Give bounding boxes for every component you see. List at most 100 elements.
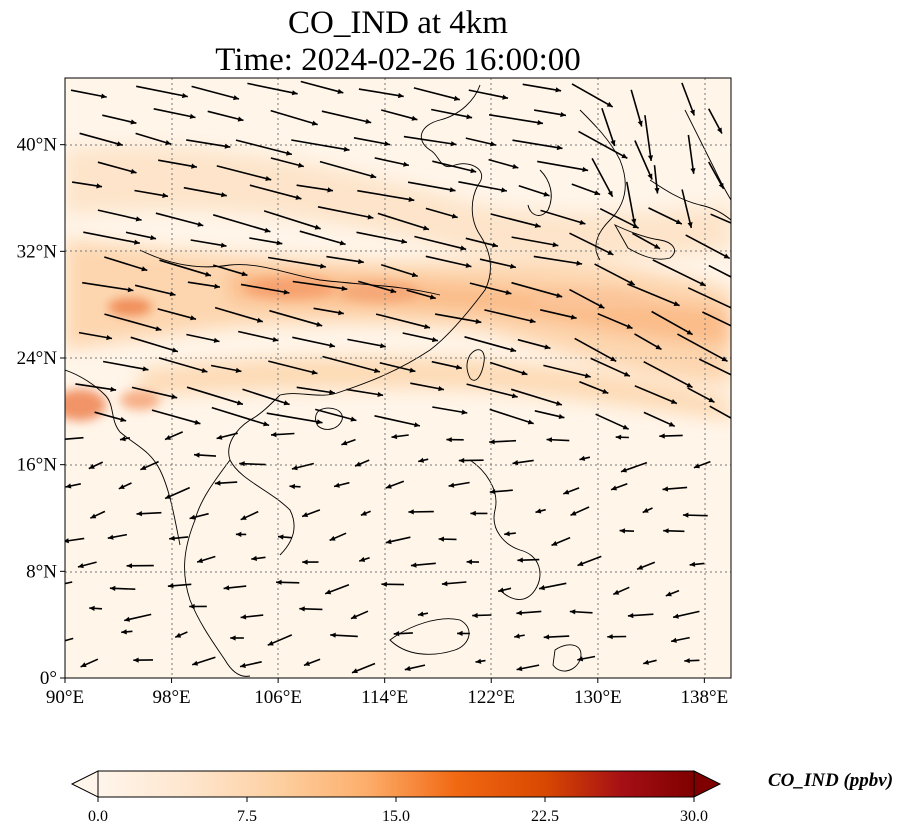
wind-vector-head [687,222,693,228]
wind-vector-shaft [266,412,323,424]
wind-vector-head [316,321,323,327]
wind-vector-head [670,399,677,404]
wind-vector-shaft [268,360,318,375]
wind-vector-shaft [134,189,169,198]
wind-vector-shaft [687,287,731,309]
wind-vector-head [584,373,591,379]
wind-vector-head [475,658,482,664]
wind-vector-head [414,422,420,428]
wind-vector-shaft [102,360,149,371]
wind-vector-head [659,433,665,439]
wind-vector-head [642,507,649,513]
wind-vector-head [136,511,142,517]
lat-tick-label: 24°N [17,348,58,369]
wind-vector-shaft [155,212,204,227]
wind-vector-head [498,587,504,593]
wind-vector-shaft [464,336,517,352]
wind-vector-head [162,192,168,198]
map-title: CO_IND at 4km [288,5,508,41]
wind-vector-head [167,583,174,589]
wind-vector-shaft [601,107,616,147]
wind-vector-head [334,482,340,488]
wind-vector-head [384,141,390,147]
wind-vector-head [194,452,200,458]
wind-vector-head [192,660,199,666]
wind-vector-head [537,120,543,126]
wind-vector-shaft [627,283,680,307]
wind-vector-head [240,614,247,620]
colorbar-gradient [97,770,695,798]
wind-vector-head [579,455,586,461]
wind-vector-head [516,666,523,672]
wind-vector-shaft [314,408,357,422]
wind-vector-head [289,483,295,490]
wind-vector-shaft [681,189,693,229]
wind-vector-shaft [211,406,270,427]
wind-vector-head [205,271,211,277]
wind-vector-head [446,437,452,443]
lat-tick-label: 40°N [17,135,58,156]
wind-vector-head [327,187,333,193]
wind-vector-head [746,283,752,288]
wind-vector-head [663,528,669,534]
wind-vector-shaft [242,388,290,406]
wind-vector-head [120,416,127,422]
wind-vector-head [197,221,204,227]
wind-vector-shaft [157,308,197,320]
wind-vector-head [355,461,361,467]
wind-vector-head [708,397,715,403]
wind-vector-shaft [540,209,586,225]
wind-vector-shaft [425,255,472,268]
wind-vector-shaft [380,109,418,121]
wind-vector-head [314,224,321,230]
wind-vector-head [622,424,629,430]
wind-vector-head [626,323,633,329]
wind-vector-shaft [82,281,134,292]
gridlines [65,78,731,678]
wind-vector-shaft [522,83,562,92]
wind-vector-head [121,629,127,635]
colorbar-extend-low [70,770,99,798]
wind-vector-head [560,112,566,118]
wind-vector-head [441,581,448,587]
wind-vector-shaft [322,355,381,373]
wind-vector-head [116,141,123,147]
wind-vector-head [492,242,498,248]
wind-vector-head [751,230,757,235]
wind-vector-head [501,187,507,193]
wind-vector-head [654,243,660,249]
wind-vector-head [276,579,282,585]
wind-vector-head [637,564,644,570]
wind-vector-head [214,283,220,289]
wind-vector-head [88,463,95,469]
wind-vector-head [283,400,290,406]
wind-vector-shaft [151,409,201,425]
colorbar-tick-label: 0.0 [88,808,108,825]
wind-vector-head [654,187,660,194]
wind-vector-head [165,140,172,145]
wind-vector-head [665,591,672,597]
lon-tick-label: 138°E [681,687,729,708]
wind-vector-shaft [374,415,421,427]
wind-vector-head [286,150,292,156]
wind-vector-head [510,263,516,269]
wind-vector-head [512,163,519,169]
wind-vector-head [577,656,584,662]
wind-vector-shaft [597,312,633,330]
wind-vector-head [329,389,335,395]
wind-vector-head [470,510,476,516]
wind-vector-head [539,585,545,591]
wind-vector-head [516,610,522,616]
wind-vector-shaft [97,161,137,174]
colorbar-tick-label: 30.0 [680,808,708,825]
wind-vector-shaft [346,388,384,397]
wind-vector-head [689,561,696,567]
wind-vector-head [221,192,227,198]
wind-vector-head [619,528,626,534]
wind-vector-head [54,640,60,645]
wind-vector-shaft [186,333,220,343]
wind-vector-head [610,140,616,146]
wind-vector-shaft [434,313,482,324]
wind-vector-head [241,271,248,277]
